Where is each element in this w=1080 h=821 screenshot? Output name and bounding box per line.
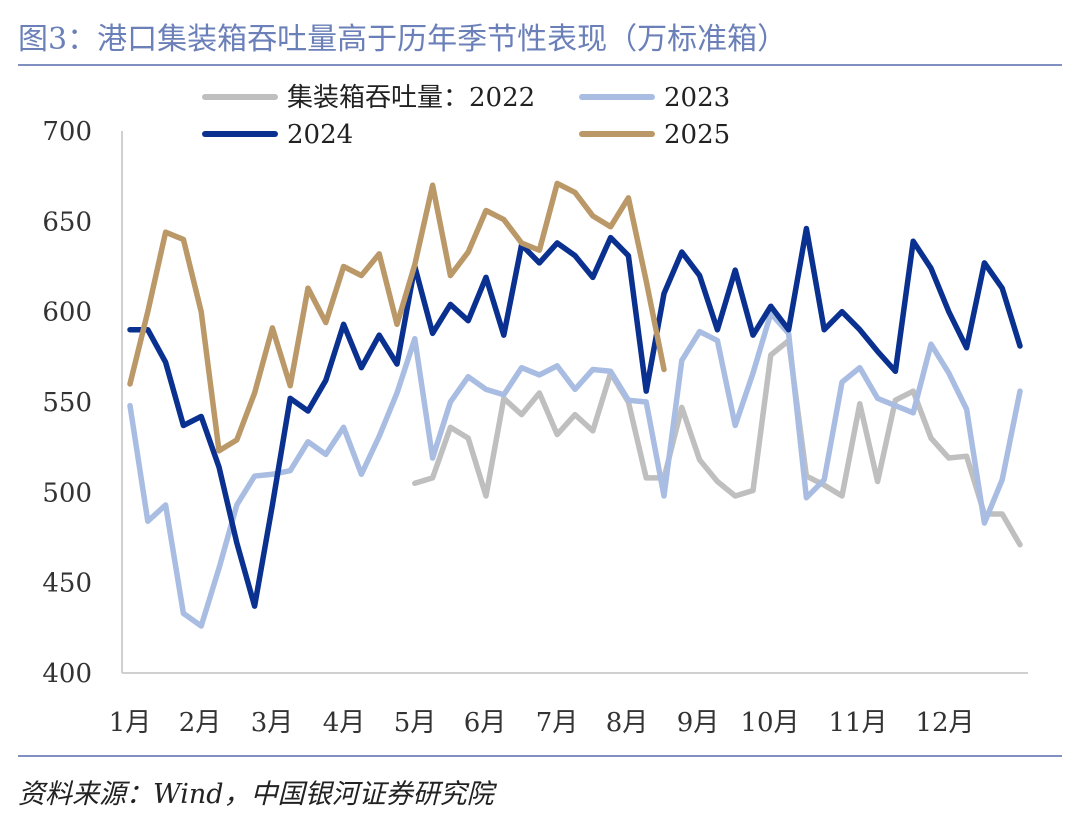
y-tick-label: 450 xyxy=(42,569,92,599)
y-tick-label: 500 xyxy=(42,478,92,508)
series-line-集装箱吞吐量：2022 xyxy=(412,337,1023,548)
x-tick-label: 5月 xyxy=(394,708,437,738)
x-tick-label: 7月 xyxy=(536,708,579,738)
x-tick-label: 9月 xyxy=(677,708,720,738)
x-tick-label: 10月 xyxy=(740,708,799,738)
y-tick-label: 550 xyxy=(42,388,92,418)
y-tick-label: 400 xyxy=(42,659,92,689)
source-note: 资料来源：Wind，中国银河证券研究院 xyxy=(18,779,494,810)
x-tick-label: 2月 xyxy=(179,708,222,738)
legend-label: 2025 xyxy=(664,120,730,150)
y-tick-label: 600 xyxy=(42,298,92,328)
top-divider xyxy=(18,64,1062,66)
x-tick-label: 11月 xyxy=(828,708,887,738)
chart-title: 图3：港口集装箱吞吐量高于历年季节性表现（万标准箱） xyxy=(18,22,788,57)
x-tick-label: 6月 xyxy=(464,708,507,738)
series-line-2024 xyxy=(127,225,1023,609)
x-tick-label: 12月 xyxy=(915,708,974,738)
x-tick-label: 1月 xyxy=(109,708,152,738)
bottom-divider xyxy=(18,755,1062,757)
x-tick-label: 4月 xyxy=(323,708,366,738)
x-tick-label: 3月 xyxy=(251,708,294,738)
y-tick-label: 700 xyxy=(42,117,92,147)
legend-label: 集装箱吞吐量：2022 xyxy=(287,83,535,113)
legend-label: 2023 xyxy=(664,83,730,113)
y-tick-label: 650 xyxy=(42,207,92,237)
x-tick-label: 8月 xyxy=(606,708,649,738)
legend-label: 2024 xyxy=(287,120,353,150)
series-line-2025 xyxy=(127,180,667,454)
